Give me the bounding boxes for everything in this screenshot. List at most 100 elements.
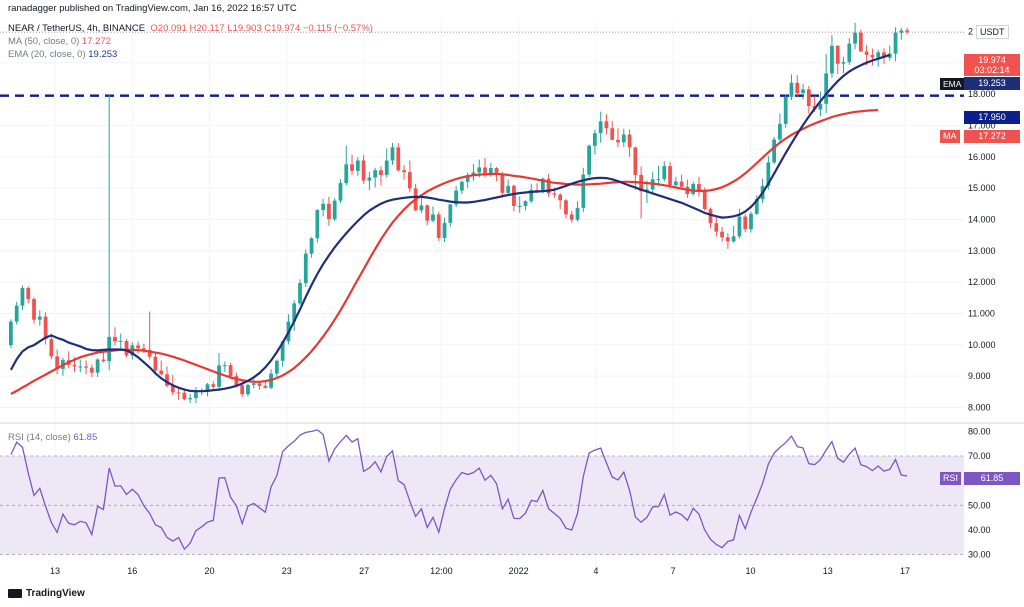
rsi-line [10,429,908,551]
candle-body [697,184,701,192]
candle [384,148,389,178]
candle-body [251,383,256,385]
candle-body [529,189,534,202]
candle-body [621,134,626,143]
ma-legend[interactable]: MA (50, close, 0) 17.272 [8,36,111,47]
candle [893,27,898,62]
ma-tag-name: MA [940,130,960,143]
candle [251,378,256,389]
candle-body [460,181,464,191]
candle-body [558,194,563,201]
candle-body [101,359,106,362]
candle-body [89,367,94,373]
candle-body [512,185,516,206]
time-tick-label: 7 [671,566,676,576]
candle [564,199,568,219]
candle-body [488,168,493,176]
price-tick-label: 15.000 [968,183,996,193]
candle [55,349,60,375]
candle-body [274,360,279,374]
candle-body [905,30,909,33]
candle-body [598,121,603,134]
rsi-tag-value: 61.85 [964,472,1020,485]
candle-body [893,32,898,54]
candle [217,352,221,389]
tradingview-logo[interactable]: TradingView [8,588,85,599]
candle [84,360,88,375]
candle [731,226,736,243]
candle [402,164,406,180]
candle [315,209,320,243]
symbol-line: NEAR / TetherUS, 4h, BINANCE O20.091 H20… [8,23,373,34]
candle-body [431,214,435,221]
candle [598,111,603,143]
candle [621,128,626,148]
candle-body [749,213,753,230]
candle-body [731,236,736,242]
rsi-legend[interactable]: RSI (14, close) 61.85 [8,432,97,443]
candle [778,113,782,145]
candle [407,160,412,193]
candle-body [569,214,574,220]
candle-body [673,181,678,185]
candle-body [483,167,487,176]
candle [350,154,354,175]
candle [165,366,169,388]
candle [379,166,383,186]
candle-body [540,178,545,192]
ma-tag-value: 17.272 [964,130,1020,143]
candle [205,383,210,397]
candle-body [876,52,881,58]
candle [32,297,36,324]
candle-body [858,32,863,52]
candle [581,167,586,212]
candle [124,339,129,358]
candle-body [778,123,782,140]
candle [373,167,378,188]
candle-body [581,174,586,208]
candle [824,53,829,114]
candle [899,27,904,40]
rsi-tick-label: 80.00 [968,426,991,436]
ma-legend-label: MA (50, close, 0) [8,36,80,47]
candle-body [332,200,337,220]
candle [512,184,516,212]
candle-body [448,204,453,223]
candle-body [14,305,19,322]
candle-body [350,164,354,171]
candle [720,226,724,242]
candle-body [222,365,227,367]
time-tick-label: 12:00 [430,566,453,576]
candle-body [656,179,661,181]
candle [471,163,476,181]
bar-countdown: 03:02:14 [974,65,1010,75]
candle [246,383,250,397]
candle-body [303,253,308,284]
candle [754,195,759,216]
candle [367,171,372,190]
rsi-tick-label: 70.00 [968,451,991,461]
candle-body [818,103,823,110]
candle [14,301,19,325]
candle-body [517,205,522,207]
candle-body [9,321,13,346]
candle-body [182,392,187,400]
time-tick-label: 13 [50,566,60,576]
candle-body [766,162,771,186]
currency-label[interactable]: USDT [976,25,1009,39]
candle [858,29,863,53]
candle-body [257,383,262,386]
candle [460,180,464,195]
tradingview-brand: TradingView [26,588,85,599]
candle [303,249,308,288]
ema-legend[interactable]: EMA (20, close, 0) 19.253 [8,49,117,60]
symbol-text[interactable]: NEAR / TetherUS, 4h, BINANCE [8,23,146,34]
candle-body [246,384,250,395]
candle-body [165,374,169,386]
candle-body [564,200,568,215]
candle-body [604,121,609,129]
candle [708,207,713,229]
candle-body [841,62,846,64]
candle-body [870,54,875,58]
